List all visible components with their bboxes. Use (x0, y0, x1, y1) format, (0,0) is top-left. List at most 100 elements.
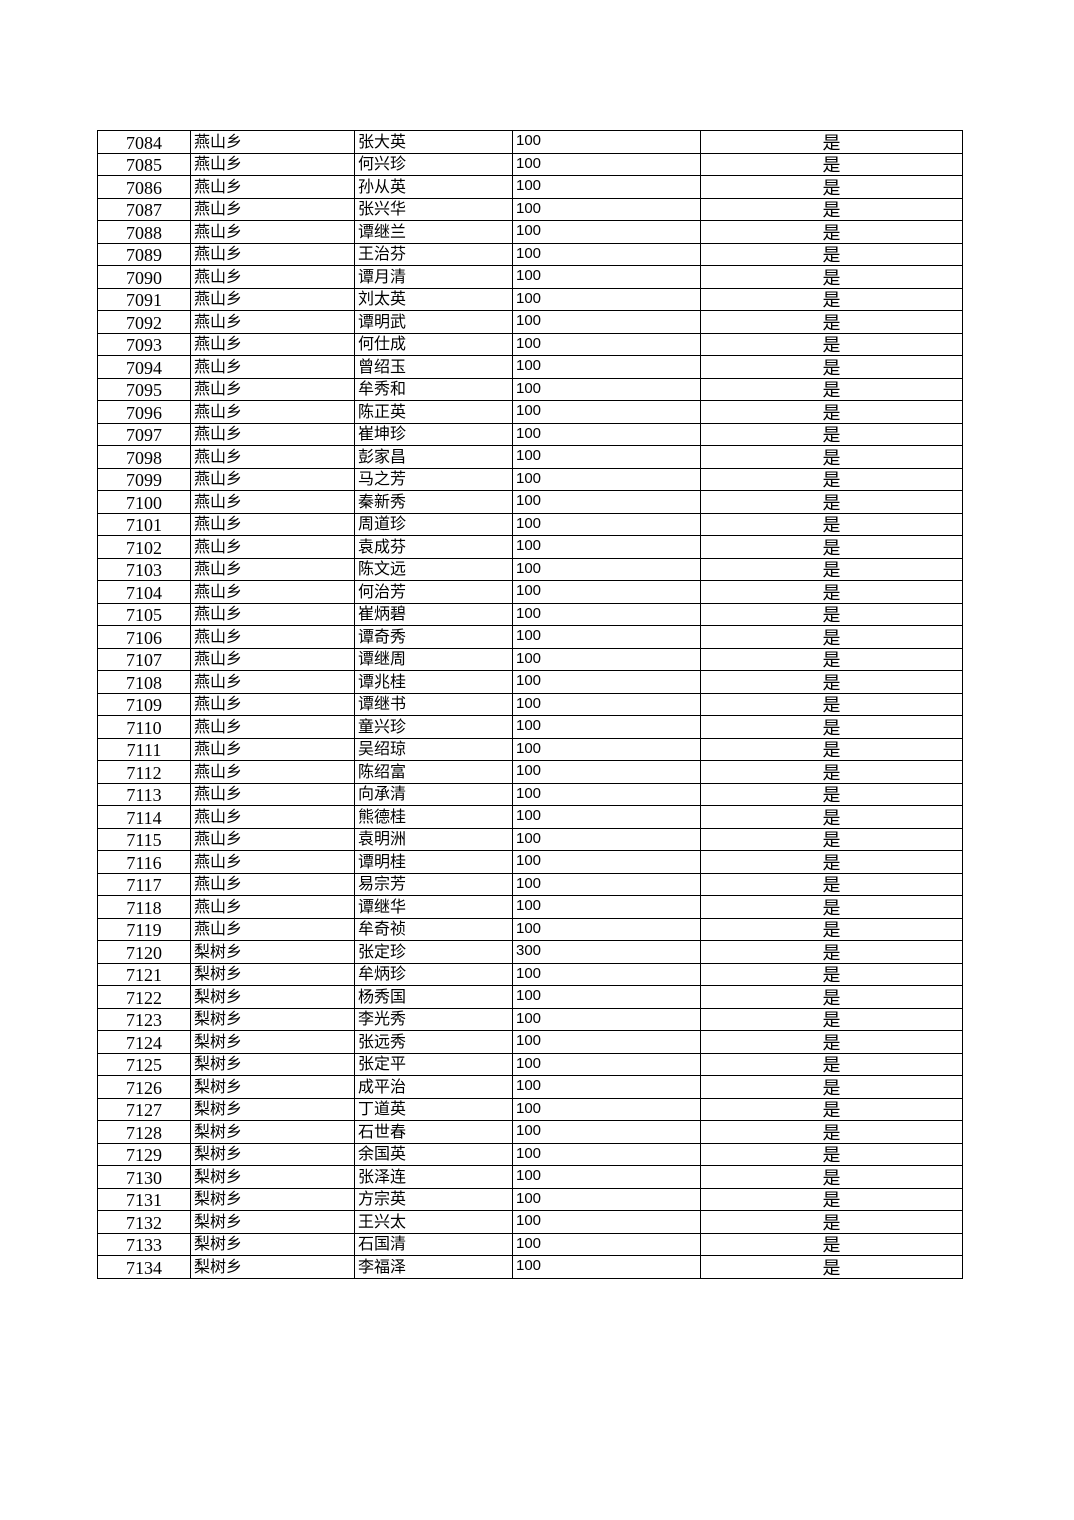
person-name-cell: 谭兆桂 (354, 670, 513, 694)
table-row: 7114 燕山乡 熊德桂 100 是 (97, 805, 963, 829)
township-cell: 梨树乡 (190, 1255, 355, 1279)
row-number-cell: 7114 (97, 805, 191, 829)
person-name-cell: 袁成芬 (354, 535, 513, 559)
amount-cell: 100 (512, 467, 701, 491)
table-row: 7102 燕山乡 袁成芬 100 是 (97, 535, 963, 559)
status-cell: 是 (700, 152, 963, 176)
person-name-cell: 何治芳 (354, 580, 513, 604)
row-number-cell: 7109 (97, 692, 191, 716)
status-cell: 是 (700, 760, 963, 784)
amount-cell: 100 (512, 850, 701, 874)
row-number-cell: 7090 (97, 265, 191, 289)
table-row: 7133 梨树乡 石国清 100 是 (97, 1232, 963, 1256)
table-row: 7129 梨树乡 余国英 100 是 (97, 1142, 963, 1166)
amount-cell: 100 (512, 220, 701, 244)
status-cell: 是 (700, 895, 963, 919)
table-body: 7084 燕山乡 张大英 100 是 7085 燕山乡 何兴珍 100 是 7086 燕山乡 孙从英 10… (97, 130, 963, 1279)
status-cell: 是 (700, 535, 963, 559)
status-cell: 是 (700, 400, 963, 424)
township-cell: 梨树乡 (190, 1210, 355, 1234)
row-number-cell: 7103 (97, 557, 191, 581)
table-row: 7106 燕山乡 谭奇秀 100 是 (97, 625, 963, 649)
status-cell: 是 (700, 197, 963, 221)
status-cell: 是 (700, 985, 963, 1009)
township-cell: 燕山乡 (190, 265, 355, 289)
amount-cell: 100 (512, 1097, 701, 1121)
table-row: 7123 梨树乡 李光秀 100 是 (97, 1007, 963, 1031)
table-row: 7112 燕山乡 陈绍富 100 是 (97, 760, 963, 784)
status-cell: 是 (700, 602, 963, 626)
person-name-cell: 谭继华 (354, 895, 513, 919)
status-cell: 是 (700, 1255, 963, 1279)
row-number-cell: 7102 (97, 535, 191, 559)
amount-cell: 100 (512, 1120, 701, 1144)
row-number-cell: 7112 (97, 760, 191, 784)
township-cell: 梨树乡 (190, 1030, 355, 1054)
person-name-cell: 谭继兰 (354, 220, 513, 244)
person-name-cell: 张泽连 (354, 1165, 513, 1189)
row-number-cell: 7130 (97, 1165, 191, 1189)
table-row: 7117 燕山乡 易宗芳 100 是 (97, 872, 963, 896)
status-cell: 是 (700, 1030, 963, 1054)
amount-cell: 300 (512, 940, 701, 964)
township-cell: 燕山乡 (190, 422, 355, 446)
person-name-cell: 刘太英 (354, 287, 513, 311)
table-row: 7087 燕山乡 张兴华 100 是 (97, 197, 963, 221)
status-cell: 是 (700, 265, 963, 289)
status-cell: 是 (700, 422, 963, 446)
status-cell: 是 (700, 917, 963, 941)
person-name-cell: 张定平 (354, 1052, 513, 1076)
person-name-cell: 马之芳 (354, 467, 513, 491)
row-number-cell: 7104 (97, 580, 191, 604)
table-row: 7113 燕山乡 向承清 100 是 (97, 782, 963, 806)
person-name-cell: 谭月清 (354, 265, 513, 289)
row-number-cell: 7099 (97, 467, 191, 491)
status-cell: 是 (700, 1232, 963, 1256)
status-cell: 是 (700, 1097, 963, 1121)
township-cell: 梨树乡 (190, 962, 355, 986)
data-table: 7084 燕山乡 张大英 100 是 7085 燕山乡 何兴珍 100 是 7086 燕山乡 孙从英 10… (97, 130, 963, 1279)
person-name-cell: 吴绍琼 (354, 737, 513, 761)
township-cell: 燕山乡 (190, 332, 355, 356)
table-row: 7093 燕山乡 何仕成 100 是 (97, 332, 963, 356)
person-name-cell: 陈文远 (354, 557, 513, 581)
township-cell: 梨树乡 (190, 1187, 355, 1211)
table-row: 7120 梨树乡 张定珍 300 是 (97, 940, 963, 964)
table-row: 7094 燕山乡 曾绍玉 100 是 (97, 355, 963, 379)
row-number-cell: 7088 (97, 220, 191, 244)
row-number-cell: 7106 (97, 625, 191, 649)
amount-cell: 100 (512, 355, 701, 379)
row-number-cell: 7124 (97, 1030, 191, 1054)
township-cell: 燕山乡 (190, 827, 355, 851)
amount-cell: 100 (512, 647, 701, 671)
table-row: 7095 燕山乡 牟秀和 100 是 (97, 377, 963, 401)
status-cell: 是 (700, 310, 963, 334)
row-number-cell: 7126 (97, 1075, 191, 1099)
table-row: 7098 燕山乡 彭家昌 100 是 (97, 445, 963, 469)
township-cell: 燕山乡 (190, 287, 355, 311)
amount-cell: 100 (512, 1255, 701, 1279)
person-name-cell: 牟秀和 (354, 377, 513, 401)
table-row: 7104 燕山乡 何治芳 100 是 (97, 580, 963, 604)
row-number-cell: 7096 (97, 400, 191, 424)
row-number-cell: 7128 (97, 1120, 191, 1144)
amount-cell: 100 (512, 512, 701, 536)
status-cell: 是 (700, 737, 963, 761)
status-cell: 是 (700, 670, 963, 694)
status-cell: 是 (700, 490, 963, 514)
township-cell: 梨树乡 (190, 940, 355, 964)
table-row: 7111 燕山乡 吴绍琼 100 是 (97, 737, 963, 761)
table-row: 7108 燕山乡 谭兆桂 100 是 (97, 670, 963, 694)
row-number-cell: 7089 (97, 242, 191, 266)
row-number-cell: 7097 (97, 422, 191, 446)
person-name-cell: 崔坤珍 (354, 422, 513, 446)
township-cell: 燕山乡 (190, 512, 355, 536)
row-number-cell: 7131 (97, 1187, 191, 1211)
table-row: 7122 梨树乡 杨秀国 100 是 (97, 985, 963, 1009)
status-cell: 是 (700, 377, 963, 401)
table-row: 7088 燕山乡 谭继兰 100 是 (97, 220, 963, 244)
amount-cell: 100 (512, 692, 701, 716)
row-number-cell: 7091 (97, 287, 191, 311)
amount-cell: 100 (512, 175, 701, 199)
table-row: 7092 燕山乡 谭明武 100 是 (97, 310, 963, 334)
